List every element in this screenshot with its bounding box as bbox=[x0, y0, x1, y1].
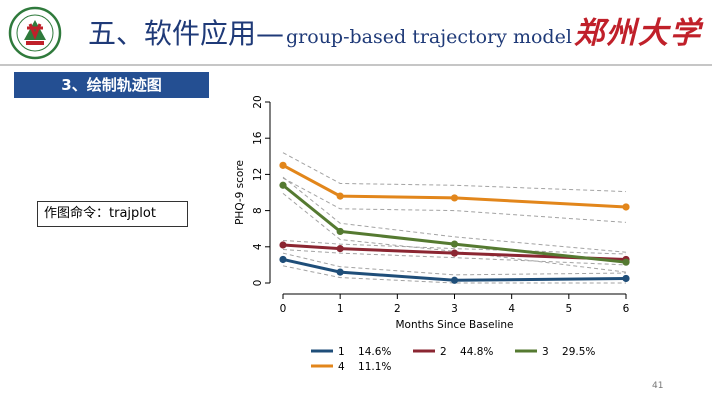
ci-upper-line-series-2 bbox=[282, 239, 627, 255]
legend-label-2: 2 44.8% bbox=[440, 346, 493, 358]
x-tick-label: 3 bbox=[451, 303, 458, 315]
chart-background bbox=[218, 88, 648, 380]
ci-lower-line-series-4 bbox=[282, 177, 627, 223]
series-line-1 bbox=[282, 258, 627, 282]
ci-lower-line-series-2 bbox=[282, 249, 627, 266]
series-point-2 bbox=[279, 241, 287, 249]
legend-label-4: 4 11.1% bbox=[338, 361, 391, 373]
x-tick-label: 0 bbox=[280, 303, 287, 315]
ci-upper-line-series-1 bbox=[282, 252, 627, 276]
ci-upper-line-series-4 bbox=[282, 152, 627, 193]
y-tick-label: 16 bbox=[252, 131, 264, 145]
ci-upper-line-series-3 bbox=[282, 176, 627, 253]
ci-lower-line-series-3 bbox=[282, 193, 627, 273]
slide-title: 五、软件应用— group-based trajectory model bbox=[88, 12, 572, 52]
slide-header: 五、软件应用— group-based trajectory model 郑州大… bbox=[0, 0, 712, 66]
series-point-3 bbox=[279, 181, 287, 189]
series-point-1 bbox=[450, 276, 459, 284]
x-tick-label: 4 bbox=[508, 303, 515, 315]
ci-lower-line-series-1 bbox=[282, 265, 626, 284]
command-box: 作图命令：trajplot bbox=[37, 201, 188, 227]
university-logo-icon bbox=[8, 6, 62, 60]
x-axis-label: Months Since Baseline bbox=[395, 319, 513, 331]
x-tick-label: 2 bbox=[394, 303, 401, 315]
series-point-3 bbox=[450, 240, 459, 248]
series-point-4 bbox=[450, 194, 459, 202]
y-tick-label: 12 bbox=[252, 168, 264, 181]
series-point-2 bbox=[450, 249, 459, 257]
series-point-4 bbox=[336, 192, 344, 200]
slide-title-english: group-based trajectory model bbox=[286, 26, 572, 48]
series-point-4 bbox=[279, 161, 287, 169]
series-point-4 bbox=[622, 203, 630, 211]
x-tick-label: 6 bbox=[623, 303, 630, 315]
y-tick-label: 0 bbox=[252, 280, 264, 287]
y-axis-label: PHQ-9 score bbox=[234, 160, 246, 225]
series-point-3 bbox=[336, 227, 344, 236]
page-number: 41 bbox=[652, 381, 664, 391]
slide-title-chinese: 五、软件应用— bbox=[88, 17, 285, 50]
series-line-2 bbox=[282, 243, 627, 261]
header-divider bbox=[0, 64, 712, 66]
series-line-4 bbox=[282, 164, 627, 209]
legend-label-3: 3 29.5% bbox=[542, 346, 595, 358]
series-point-1 bbox=[336, 268, 344, 276]
series-point-1 bbox=[622, 274, 630, 283]
y-tick-label: 4 bbox=[252, 243, 264, 250]
series-line-3 bbox=[282, 184, 627, 264]
series-point-3 bbox=[622, 258, 630, 266]
y-tick-label: 20 bbox=[252, 95, 264, 108]
x-tick-label: 5 bbox=[565, 303, 572, 315]
series-point-2 bbox=[336, 245, 344, 253]
series-point-1 bbox=[279, 255, 287, 264]
legend-label-1: 1 14.6% bbox=[338, 346, 391, 358]
x-tick-label: 1 bbox=[337, 303, 344, 315]
y-tick-label: 8 bbox=[252, 207, 264, 214]
university-calligraphy-logo: 郑州大学 bbox=[574, 16, 702, 51]
section-label: 3、绘制轨迹图 bbox=[14, 72, 209, 98]
